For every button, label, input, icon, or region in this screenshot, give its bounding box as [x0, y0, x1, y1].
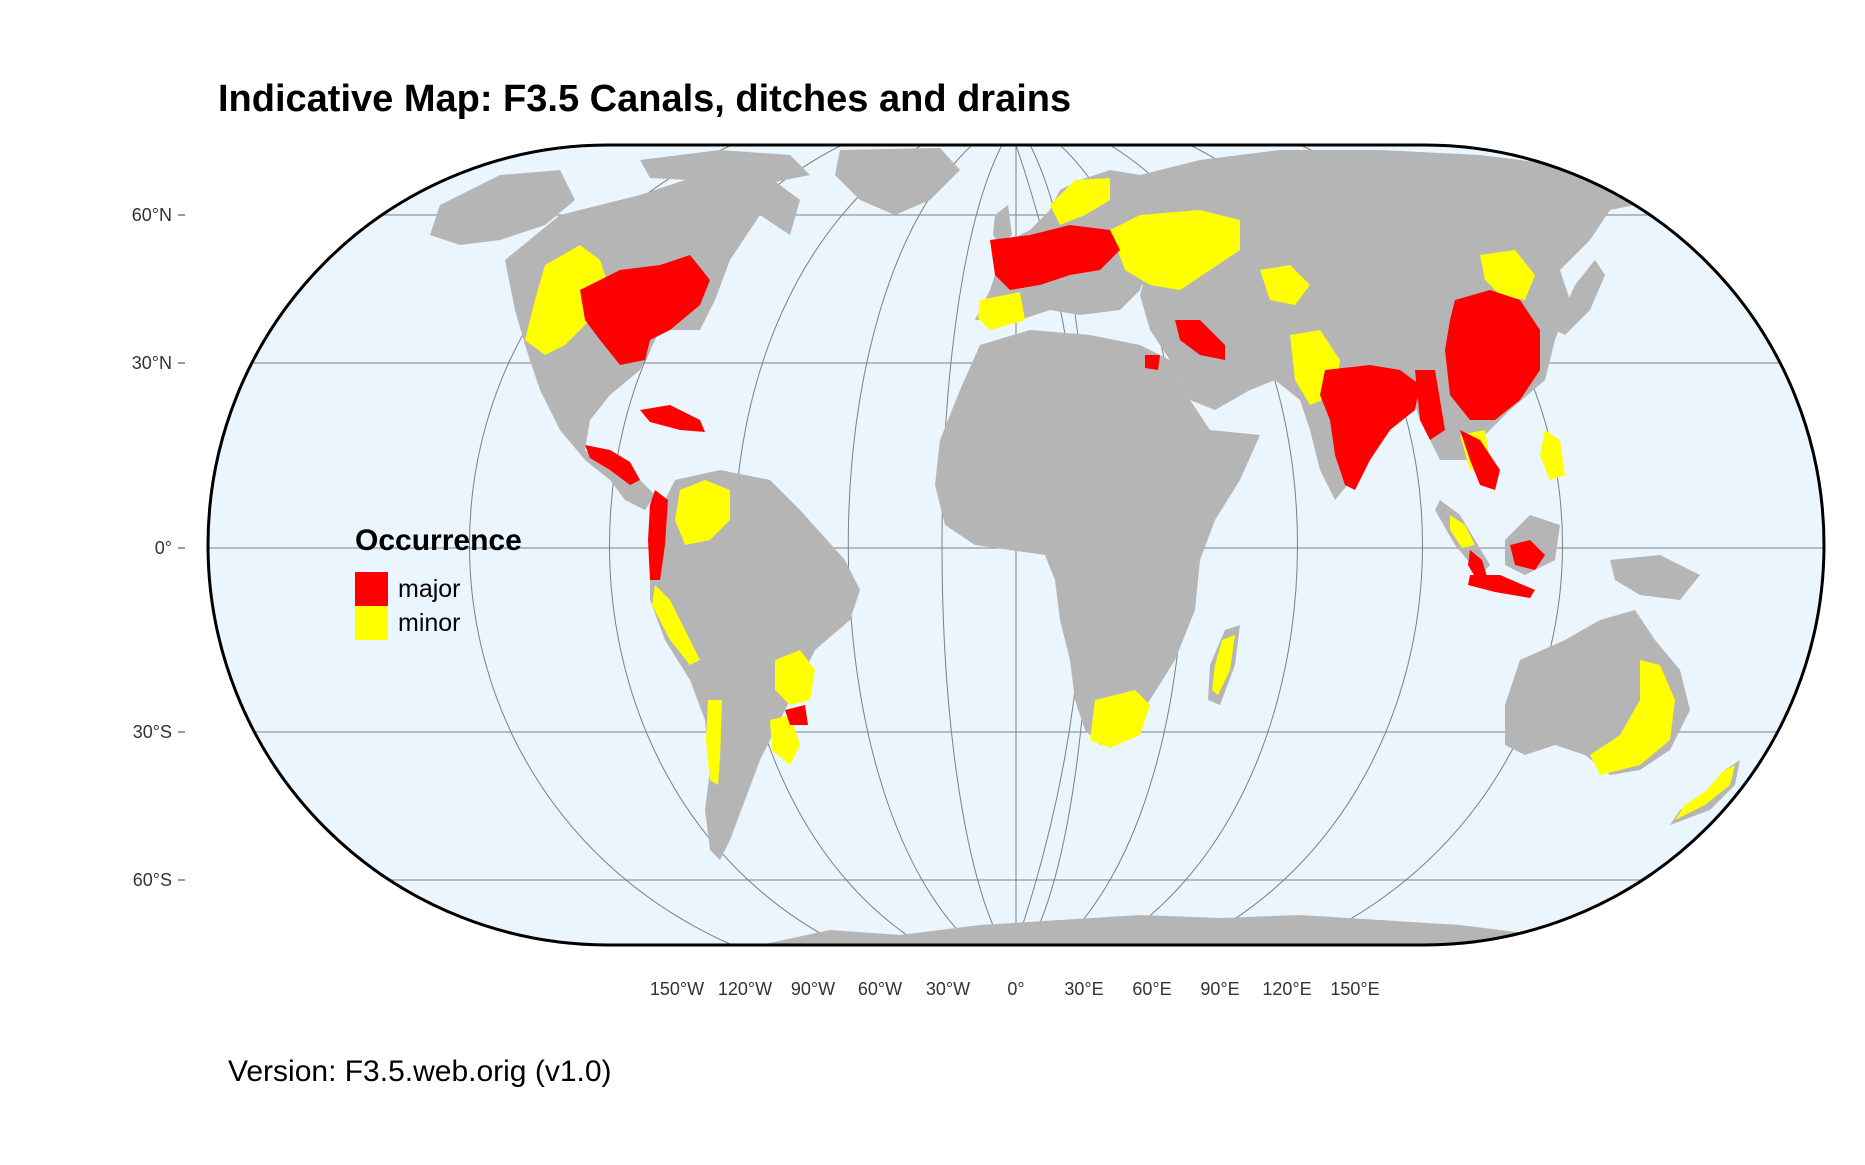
landmass-south-america: [650, 470, 860, 860]
region-major-central-america: [585, 445, 640, 485]
region-minor-western-us: [525, 245, 610, 355]
region-minor-new-zealand: [1675, 765, 1735, 820]
landmass-new-guinea: [1610, 555, 1700, 600]
lat-label-60n: 60°N: [132, 205, 172, 225]
legend: Occurrence major minor: [355, 524, 522, 640]
lon-label-30e: 30°E: [1064, 979, 1103, 999]
region-minor-spain: [978, 292, 1025, 330]
landmass-greenland: [835, 148, 960, 215]
lon-label-150e: 150°E: [1330, 979, 1379, 999]
region-minor-eastern-australia: [1590, 660, 1675, 775]
region-minor-peru-coast: [652, 585, 700, 665]
legend-label-major: major: [398, 574, 461, 603]
legend-swatch-major: [355, 572, 388, 606]
legend-item-minor: minor: [355, 606, 522, 640]
latitude-axis: 60°N 30°N 0° 30°S 60°S: [132, 205, 185, 890]
lon-label-0: 0°: [1007, 979, 1024, 999]
landmass-antarctica: [760, 915, 1560, 945]
lon-label-90w: 90°W: [791, 979, 835, 999]
region-minor-philippines: [1540, 430, 1565, 480]
region-minor-central-asia: [1260, 265, 1310, 305]
region-major-sumatra: [1468, 550, 1488, 582]
version-note: Version: F3.5.web.orig (v1.0): [228, 1055, 612, 1088]
region-major-caribbean: [640, 405, 705, 432]
lat-label-30n: 30°N: [132, 353, 172, 373]
meridian-60w: [847, 145, 973, 945]
map-content: [208, 145, 1824, 945]
region-minor-paraguay: [775, 650, 815, 705]
region-major-egypt-nile: [1145, 355, 1160, 370]
legend-label-minor: minor: [398, 608, 461, 637]
region-major-central-eastern-us: [580, 255, 710, 365]
region-major-india: [1320, 365, 1420, 490]
legend-title: Occurrence: [355, 524, 522, 557]
region-major-borneo: [1510, 540, 1545, 570]
region-minor-eastern-europe: [1110, 210, 1240, 290]
region-minor-scandinavia: [1050, 178, 1110, 225]
landmass-arctic-islands: [640, 150, 810, 185]
legend-swatch-minor: [355, 606, 388, 640]
lon-label-120e: 120°E: [1262, 979, 1311, 999]
landmass-alaska: [430, 170, 575, 245]
map-title: Indicative Map: F3.5 Canals, ditches and…: [218, 78, 1072, 120]
globe-border: [206, 143, 1826, 947]
lat-label-0: 0°: [155, 538, 172, 558]
landmass-uk: [993, 205, 1012, 245]
region-major-western-europe: [990, 225, 1120, 290]
lat-label-30s: 30°S: [133, 722, 172, 742]
landmass-africa: [935, 330, 1260, 745]
lon-label-90e: 90°E: [1200, 979, 1239, 999]
region-major-andes: [648, 490, 668, 580]
region-major-southeast-asia: [1460, 430, 1500, 490]
lon-label-30w: 30°W: [926, 979, 970, 999]
landmass-asia: [1120, 150, 1660, 500]
lon-label-150w: 150°W: [650, 979, 704, 999]
region-minor-madagascar: [1212, 635, 1235, 695]
region-minor-south-africa: [1090, 690, 1150, 748]
region-major-southern-brazil: [785, 705, 808, 725]
region-major-china: [1445, 290, 1540, 420]
landmass-japan: [1555, 260, 1605, 335]
meridian-30w: [941, 145, 1003, 945]
region-minor-chile: [706, 700, 722, 785]
major-occurrence-regions: [580, 225, 1545, 725]
region-major-indonesia-java: [1468, 575, 1535, 598]
lon-label-120w: 120°W: [718, 979, 772, 999]
region-minor-argentina: [770, 715, 800, 765]
lon-label-60w: 60°W: [858, 979, 902, 999]
region-minor-korea-north-china: [1480, 250, 1535, 300]
legend-item-major: major: [355, 572, 522, 606]
minor-occurrence-regions: [525, 178, 1735, 820]
region-major-myanmar: [1415, 370, 1445, 440]
longitude-axis: 150°W 120°W 90°W 60°W 30°W 0° 30°E 60°E …: [650, 979, 1380, 999]
region-major-middle-east: [1175, 320, 1225, 360]
lat-label-60s: 60°S: [133, 870, 172, 890]
region-minor-sumatra: [1450, 515, 1475, 548]
region-minor-venezuela-colombia: [675, 480, 730, 545]
lon-label-60e: 60°E: [1132, 979, 1171, 999]
